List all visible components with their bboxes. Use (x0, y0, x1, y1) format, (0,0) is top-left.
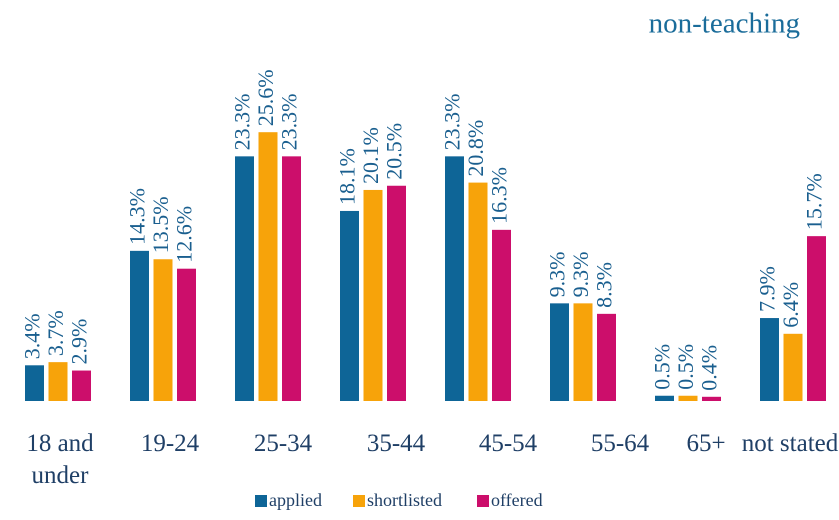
value-label: 12.6% (172, 206, 197, 263)
bar (387, 185, 406, 401)
value-label: 18.1% (335, 148, 360, 205)
bar (130, 250, 149, 401)
value-label: 3.4% (20, 313, 45, 359)
chart-title: non-teaching (649, 8, 800, 40)
bar (72, 370, 91, 401)
bar (258, 132, 278, 401)
value-label: 25.6% (253, 69, 278, 126)
bar (807, 236, 826, 401)
legend-label: applied (269, 490, 322, 510)
x-tick-label: not stated (741, 430, 839, 457)
value-label: 7.9% (755, 266, 780, 312)
value-label: 9.3% (545, 252, 570, 298)
value-label: 8.3% (592, 262, 617, 308)
value-label: 3.7% (43, 310, 68, 356)
bar (340, 210, 359, 401)
bar (655, 395, 674, 401)
bar (783, 333, 803, 401)
value-label: 20.5% (382, 123, 407, 180)
bar (153, 259, 173, 401)
x-tick-label: 45-54 (478, 430, 538, 457)
bar (760, 318, 779, 401)
bar (25, 365, 44, 401)
value-label: 20.8% (463, 120, 488, 177)
bar (235, 156, 254, 401)
value-label: 0.5% (650, 344, 675, 390)
legend-label: shortlisted (367, 490, 442, 510)
bar (363, 189, 383, 401)
bar (550, 303, 569, 401)
x-tick-label: 18 and under (26, 430, 94, 489)
legend-swatch (353, 495, 365, 507)
value-label: 16.3% (487, 167, 512, 224)
x-tick-label: 19-24 (140, 430, 200, 457)
value-label: 14.3% (125, 188, 150, 245)
value-label: 15.7% (802, 173, 827, 230)
bar (573, 303, 593, 401)
bar (702, 396, 721, 401)
bar (678, 395, 698, 401)
x-tick-label: 65+ (686, 430, 726, 457)
value-label: 20.1% (358, 127, 383, 184)
legend-label: offered (491, 490, 543, 510)
bar (492, 229, 511, 401)
bar (445, 156, 464, 401)
bar (48, 362, 68, 401)
value-label: 23.3% (230, 94, 255, 151)
x-tick-label: 35-44 (366, 430, 426, 457)
value-label: 9.3% (568, 252, 593, 298)
value-label: 13.5% (148, 196, 173, 253)
bar (597, 313, 616, 401)
bar (468, 182, 488, 401)
bar (177, 268, 196, 401)
value-label: 23.3% (277, 94, 302, 151)
x-tick-label: 55-64 (590, 430, 650, 457)
legend-swatch (477, 495, 489, 507)
value-label: 6.4% (778, 282, 803, 328)
value-label: 0.5% (673, 344, 698, 390)
bar (282, 156, 301, 401)
value-label: 23.3% (440, 94, 465, 151)
value-label: 2.9% (67, 319, 92, 365)
value-label: 0.4% (697, 345, 722, 391)
x-tick-label: 25-34 (253, 430, 313, 457)
legend-swatch (255, 495, 267, 507)
